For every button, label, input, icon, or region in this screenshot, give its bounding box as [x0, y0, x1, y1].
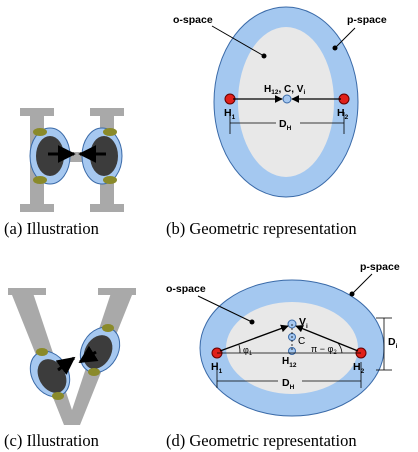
o-space-label: o-space [173, 14, 213, 26]
h2-label: H2 [337, 107, 349, 121]
center-label: H12, C, Vi [264, 84, 305, 96]
di-label: Di [388, 336, 398, 350]
person-right-icon [79, 324, 121, 376]
vi-label: Vi [299, 316, 308, 330]
dh-label: DH [282, 377, 295, 391]
p-space-label: p-space [347, 14, 387, 26]
o-space-label: o-space [166, 283, 206, 295]
h12-label: H12 [282, 356, 297, 369]
p-space-label: p-space [360, 261, 400, 273]
panel-b-diagram: o-space p-space H12, C, Vi H1 H2 DH (b) … [166, 6, 387, 238]
dh-label: DH [279, 118, 292, 132]
caption-c: (c) Illustration [4, 431, 99, 450]
h1-label: H1 [211, 361, 223, 375]
c-label: C [298, 336, 305, 347]
caption-b: (b) Geometric representation [166, 219, 357, 238]
phi1-label: φ1 [243, 345, 253, 357]
h2-label: H2 [353, 361, 365, 375]
letter-v [10, 290, 134, 425]
caption-a: (a) Illustration [4, 219, 99, 238]
person-right-icon [81, 127, 123, 185]
panel-a-illustration: (a) Illustration [4, 108, 124, 238]
caption-d: (d) Geometric representation [166, 431, 357, 450]
pi-minus-phi2-label: π − φ2 [311, 344, 337, 356]
panel-c-illustration: (c) Illustration [4, 288, 136, 450]
person-left-icon [29, 127, 71, 185]
h1-label: H1 [224, 107, 236, 121]
person-left-icon [29, 348, 71, 400]
center-marker [282, 94, 292, 104]
panel-d-diagram: o-space p-space Vi C H12 φ1 π − φ2 [166, 261, 400, 450]
